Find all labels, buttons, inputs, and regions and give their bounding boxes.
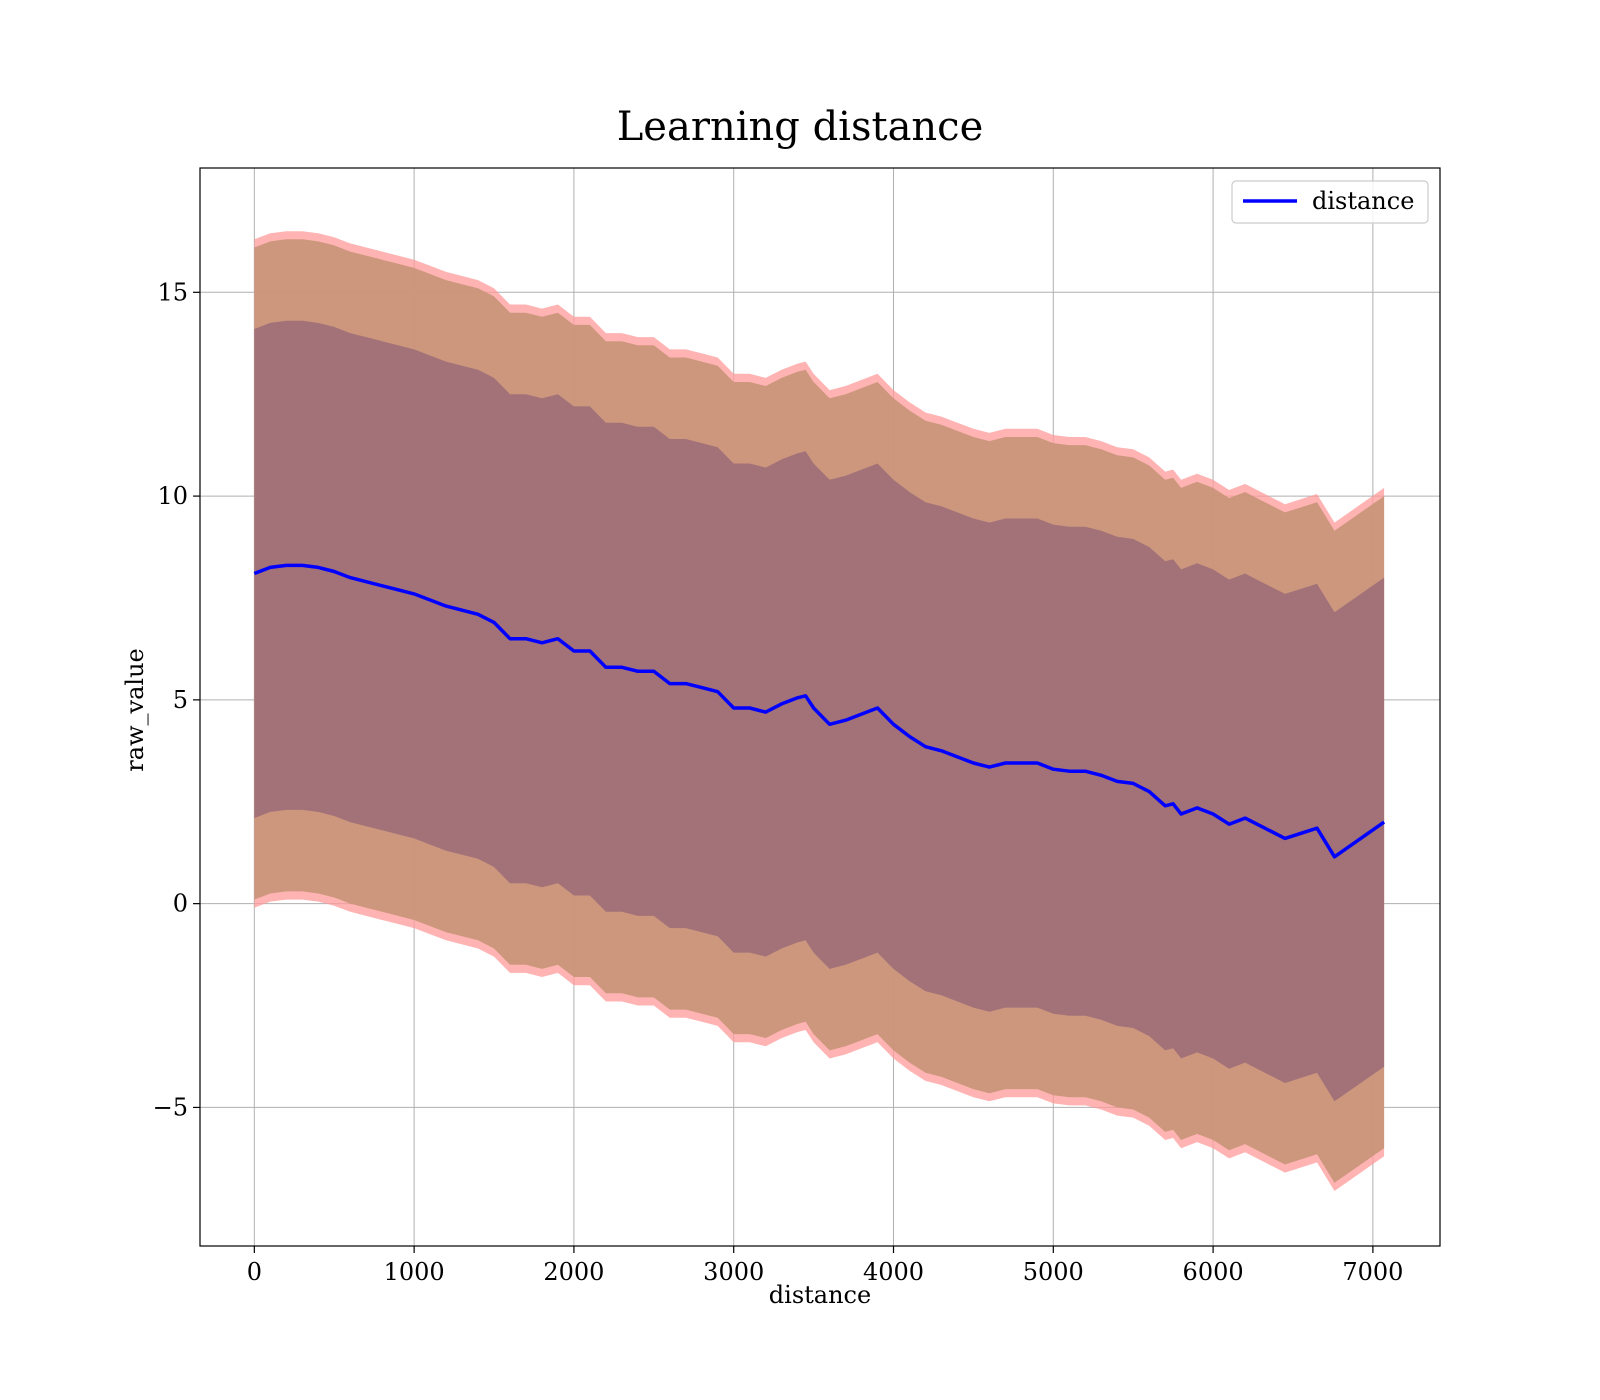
band-layer xyxy=(254,231,1385,1191)
x-tick-label: 7000 xyxy=(1342,1258,1403,1286)
y-tick-label: 5 xyxy=(173,686,188,714)
y-axis-label: raw_value xyxy=(121,648,149,772)
band-inner xyxy=(254,320,1385,1102)
x-axis-label: distance xyxy=(769,1281,871,1309)
chart-title: Learning distance xyxy=(617,104,984,150)
y-tick-label: 15 xyxy=(157,278,188,306)
x-tick-label: 5000 xyxy=(1023,1258,1084,1286)
x-tick-label: 6000 xyxy=(1183,1258,1244,1286)
y-axis-ticks: −5 0 5 10 15 xyxy=(153,278,200,1121)
x-axis-ticks: 0 1000 2000 3000 4000 5000 6000 7000 xyxy=(247,1246,1403,1286)
y-tick-label: −5 xyxy=(153,1093,188,1121)
plot-area xyxy=(199,167,1441,1247)
series-line-distance xyxy=(253,563,1386,859)
x-tick-label: 0 xyxy=(247,1258,262,1286)
plot-frame xyxy=(199,167,1441,1247)
legend-box xyxy=(1231,180,1429,224)
y-tick-label: 10 xyxy=(157,482,188,510)
x-tick-label: 1000 xyxy=(384,1258,445,1286)
x-tick-label: 3000 xyxy=(703,1258,764,1286)
x-tick-label: 2000 xyxy=(543,1258,604,1286)
x-tick-label: 4000 xyxy=(863,1258,924,1286)
legend: distance xyxy=(1231,180,1429,224)
y-tick-label: 0 xyxy=(173,890,188,918)
legend-label-distance: distance xyxy=(1312,187,1414,215)
